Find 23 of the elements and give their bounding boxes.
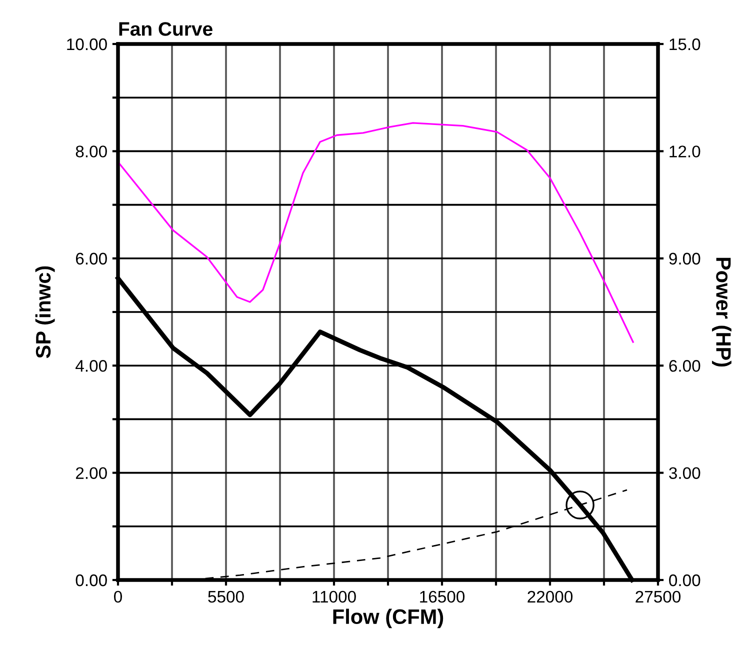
- x-tick-label: 22000: [528, 590, 573, 603]
- y2-axis-title: Power (HP): [712, 258, 732, 367]
- x-tick-label: 11000: [312, 590, 356, 603]
- x-tick-label: 0: [114, 590, 122, 603]
- y-tick-label: 8.00: [76, 146, 107, 158]
- y2-tick-label: 12.0: [670, 146, 700, 158]
- y2-tick-label: 9.00: [669, 252, 700, 265]
- y-axis-title: SP (inwc): [35, 266, 55, 358]
- y2-tick-label: 6.00: [669, 360, 700, 372]
- y-tick-label: 10.00: [67, 38, 107, 50]
- line-series: [117, 122, 634, 343]
- y-tick-label: 6.00: [76, 252, 107, 265]
- y2-tick-label: 0.00: [669, 574, 700, 586]
- x-tick-label: 27500: [636, 590, 681, 603]
- y2-tick-label: 3.00: [669, 467, 700, 480]
- y2-tick-label: 15.0: [670, 38, 700, 50]
- chart-title: Fan Curve: [119, 22, 212, 36]
- x-axis-title: Flow (CFM): [333, 608, 444, 628]
- y-tick-label: 0.00: [76, 574, 107, 586]
- x-tick-label: 5500: [208, 590, 244, 603]
- y-tick-label: 4.00: [76, 360, 107, 372]
- y-tick-label: 2.00: [76, 467, 107, 480]
- x-tick-label: 16500: [420, 590, 465, 603]
